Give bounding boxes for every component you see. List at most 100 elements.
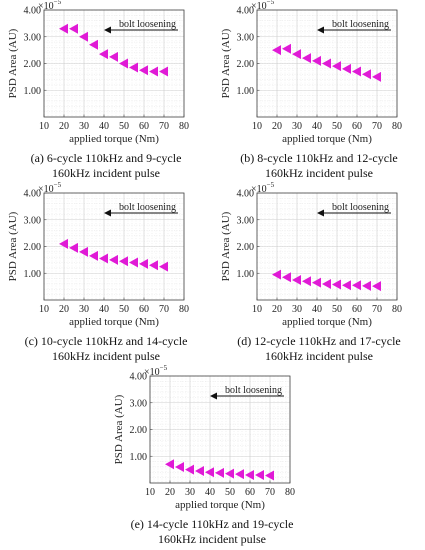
- data-point: [312, 55, 321, 66]
- x-tick-label: 80: [392, 304, 402, 315]
- data-point: [149, 260, 158, 271]
- caption-line: (b) 8-cycle 110kHz and 12-cycle: [240, 151, 398, 165]
- caption-line: (c) 10-cycle 110kHz and 14-cycle: [24, 334, 188, 348]
- data-point: [89, 250, 98, 261]
- x-tick-label: 50: [119, 304, 129, 315]
- data-point: [352, 280, 361, 291]
- y-tick-label: 1.00: [24, 269, 42, 280]
- data-point: [185, 464, 194, 475]
- x-tick-label: 60: [352, 121, 362, 132]
- data-point: [119, 256, 128, 267]
- data-point: [272, 45, 281, 56]
- y-tick-label: 4.00: [130, 372, 148, 383]
- caption-line: 160kHz incident pulse: [158, 532, 266, 546]
- x-tick-label: 70: [159, 304, 169, 315]
- data-point: [322, 58, 331, 69]
- annotation-label: bolt loosening: [119, 202, 176, 213]
- x-tick-label: 70: [372, 121, 382, 132]
- x-tick-label: 30: [185, 487, 195, 498]
- data-point: [245, 469, 254, 480]
- y-axis-label: PSD Area (AU): [220, 211, 232, 281]
- data-point: [225, 468, 234, 479]
- data-point: [322, 278, 331, 289]
- data-point: [129, 62, 138, 73]
- arrow-head: [104, 209, 111, 217]
- data-point: [215, 467, 224, 478]
- data-point: [302, 53, 311, 64]
- x-tick-label: 20: [272, 304, 282, 315]
- x-tick-label: 70: [372, 304, 382, 315]
- data-point: [265, 470, 274, 481]
- data-point: [362, 280, 371, 291]
- panel-caption: (c) 10-cycle 110kHz and 14-cycle 160kHz i…: [0, 334, 212, 364]
- panel-d: 10 20 30 40 50 60 70 80 1.00 2.00 3.00 4.00 ×10−5 app…: [213, 181, 425, 365]
- annotation-label: bolt loosening: [332, 19, 389, 30]
- x-tick-label: 60: [245, 487, 255, 498]
- chart-svg: 10 20 30 40 50 60 70 801.002.003.004.00×10−5app…: [7, 0, 189, 145]
- x-tick-label: 20: [59, 121, 69, 132]
- chart-svg: 10 20 30 40 50 60 70 801.002.003.004.00×10−5app…: [220, 181, 402, 328]
- data-point: [89, 39, 98, 50]
- y-tick-label: 2.00: [24, 242, 42, 253]
- y-tick-label: 3.00: [237, 32, 255, 43]
- y-tick-label: 4.00: [237, 6, 255, 17]
- data-point: [332, 61, 341, 72]
- y-tick-label: 2.00: [237, 242, 255, 253]
- arrow-head: [210, 392, 217, 400]
- y-tick-label: 3.00: [24, 32, 42, 43]
- y-tick-label: 3.00: [237, 215, 255, 226]
- x-tick-label: 70: [159, 121, 169, 132]
- caption-line: 160kHz incident pulse: [265, 166, 373, 180]
- x-axis-label: applied torque (Nm): [69, 316, 159, 328]
- x-tick-label: 30: [292, 121, 302, 132]
- y-tick-label: 1.00: [24, 86, 42, 97]
- x-tick-label: 20: [272, 121, 282, 132]
- data-point: [235, 469, 244, 480]
- panel-b: 10 20 30 40 50 60 70 80 1.00 2.00 3.00 4.00 ×10−5 app…: [213, 0, 425, 182]
- x-axis-label: applied torque (Nm): [282, 316, 372, 328]
- data-point: [139, 65, 148, 76]
- y-tick-label: 4.00: [24, 189, 42, 200]
- data-point: [282, 43, 291, 54]
- data-point: [255, 469, 264, 480]
- x-axis-label: applied torque (Nm): [175, 499, 265, 511]
- y-axis-label: PSD Area (AU): [7, 28, 19, 98]
- data-point: [159, 261, 168, 272]
- x-tick-label: 50: [332, 304, 342, 315]
- x-tick-label: 20: [165, 487, 175, 498]
- data-point: [69, 23, 78, 34]
- data-point: [149, 66, 158, 77]
- data-point: [129, 257, 138, 268]
- caption-line: (a) 6-cycle 110kHz and 9-cycle: [30, 151, 182, 165]
- x-tick-label: 10: [252, 121, 262, 132]
- panel-c: 10 20 30 40 50 60 70 80 1.00 2.00 3.00 4.00 ×10−5 app…: [0, 181, 212, 365]
- data-point: [312, 277, 321, 288]
- data-point: [79, 246, 88, 257]
- chart-svg: 10 20 30 40 50 60 70 801.002.003.004.00×10−5app…: [113, 364, 295, 511]
- data-point: [195, 465, 204, 476]
- data-point: [332, 279, 341, 290]
- y-axis-label: PSD Area (AU): [220, 28, 232, 98]
- panel-caption: (a) 6-cycle 110kHz and 9-cycle 160kHz inc…: [0, 151, 212, 181]
- data-point: [342, 63, 351, 74]
- y-tick-label: 1.00: [237, 86, 255, 97]
- x-tick-label: 80: [179, 121, 189, 132]
- data-point: [282, 272, 291, 283]
- x-tick-label: 10: [39, 304, 49, 315]
- y-axis-label: PSD Area (AU): [7, 211, 19, 281]
- grid: [256, 192, 398, 301]
- y-tick-label: 2.00: [24, 59, 42, 70]
- x-tick-label: 60: [139, 121, 149, 132]
- x-tick-label: 80: [392, 121, 402, 132]
- caption-line: (e) 14-cycle 110kHz and 19-cycle: [130, 517, 294, 531]
- y-tick-label: 1.00: [130, 452, 148, 463]
- caption-line: (d) 12-cycle 110kHz and 17-cycle: [237, 334, 401, 348]
- x-tick-label: 60: [352, 304, 362, 315]
- data-point: [362, 69, 371, 80]
- data-point: [292, 49, 301, 60]
- arrow-head: [104, 26, 111, 34]
- x-tick-label: 40: [205, 487, 215, 498]
- data-point: [272, 269, 281, 280]
- data-point: [69, 242, 78, 253]
